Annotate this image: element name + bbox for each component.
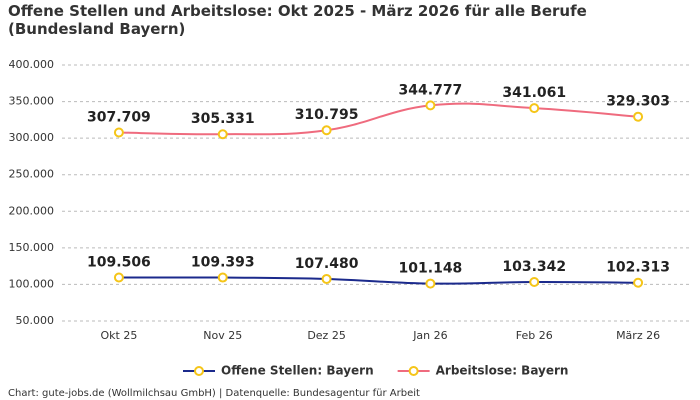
data-point	[321, 273, 332, 284]
x-tick-label: Nov 25	[203, 329, 242, 342]
legend-marker	[408, 366, 419, 376]
series-line	[118, 276, 639, 285]
y-tick-label: 150.000	[9, 241, 55, 254]
y-tick-label: 250.000	[9, 168, 55, 181]
data-point	[321, 125, 332, 136]
series-line	[118, 102, 639, 136]
data-label: 341.061	[502, 85, 566, 101]
data-label: 103.342	[502, 259, 566, 275]
data-point	[529, 276, 540, 287]
x-tick-label: Dez 25	[307, 329, 346, 342]
data-label: 109.506	[87, 254, 151, 270]
data-point	[425, 100, 436, 111]
legend-marker	[194, 366, 204, 376]
data-point	[217, 129, 228, 140]
y-tick-label: 100.000	[9, 277, 55, 290]
legend-label: Offene Stellen: Bayern	[221, 364, 374, 378]
data-point	[529, 103, 540, 114]
data-label: 305.331	[191, 111, 255, 127]
data-label: 107.480	[295, 256, 359, 272]
y-tick-label: 50.000	[16, 314, 55, 327]
x-tick-label: März 26	[616, 329, 660, 342]
data-label: 109.393	[191, 255, 255, 271]
y-tick-label: 400.000	[9, 58, 55, 71]
data-point	[217, 272, 228, 283]
data-label: 310.795	[295, 107, 359, 123]
data-label: 307.709	[87, 110, 151, 126]
data-point	[113, 272, 124, 283]
data-label: 101.148	[399, 261, 463, 277]
data-point	[113, 127, 124, 138]
data-point	[633, 277, 644, 288]
x-tick-label: Jan 26	[412, 329, 447, 342]
data-point	[633, 111, 644, 122]
source: Chart: gute-jobs.de (Wollmilchsau GmbH) …	[8, 388, 420, 399]
legend-label: Arbeitslose: Bayern	[436, 364, 569, 378]
y-tick-label: 200.000	[9, 204, 55, 217]
data-label: 329.303	[606, 94, 670, 110]
data-label: 344.777	[399, 82, 463, 98]
data-label: 102.313	[606, 260, 670, 276]
x-tick-label: Okt 25	[100, 329, 137, 342]
y-tick-label: 350.000	[9, 95, 55, 108]
x-tick-label: Feb 26	[516, 329, 553, 342]
data-point	[425, 278, 436, 289]
chart-title: Offene Stellen und Arbeitslose: Okt 2025…	[8, 2, 587, 38]
y-tick-label: 300.000	[9, 131, 55, 144]
